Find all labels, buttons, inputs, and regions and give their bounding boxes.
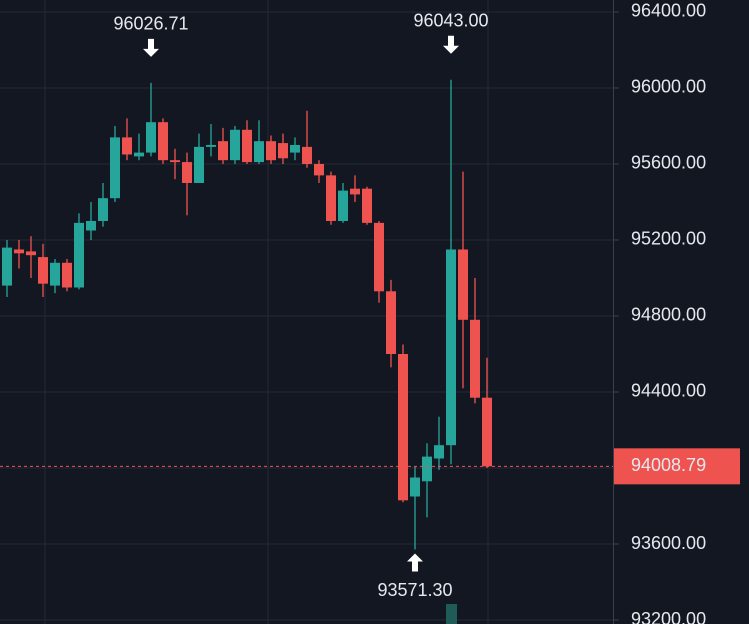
candle-body xyxy=(2,247,12,286)
candle-body xyxy=(98,198,108,221)
candle-body xyxy=(182,162,192,183)
candle-body xyxy=(410,477,420,497)
price-axis: 96400.00 96000.00 95600.00 95200.00 94800.00… xyxy=(613,1,740,624)
candle-body xyxy=(14,249,24,254)
candle-body xyxy=(230,129,240,161)
candle-body xyxy=(362,188,372,223)
annotation-label: 96026.71 xyxy=(113,14,188,34)
y-tick-label: 95600.00 xyxy=(631,153,706,173)
candle-body xyxy=(122,137,132,155)
candle-body xyxy=(74,222,84,288)
volume-bar xyxy=(446,604,457,624)
candle-body xyxy=(86,220,96,231)
candle-body xyxy=(482,397,492,467)
annotation-arrow xyxy=(407,553,423,572)
y-tick-label: 94800.00 xyxy=(631,305,706,325)
candle-body xyxy=(290,144,300,153)
candle-body xyxy=(338,190,348,221)
candle-body xyxy=(350,188,360,195)
candles: 96026.71 96043.00 93571.30 xyxy=(0,11,613,600)
y-tick-label: 96000.00 xyxy=(631,77,706,97)
annotation-label: 93571.30 xyxy=(377,580,452,600)
candle-body xyxy=(194,146,204,183)
candle-body xyxy=(134,152,144,157)
candle-body xyxy=(326,175,336,221)
y-tick-label: 93600.00 xyxy=(631,533,706,553)
candle-body xyxy=(434,445,444,459)
candle-body xyxy=(38,257,48,284)
candle-body xyxy=(242,129,252,163)
candle-body xyxy=(254,141,264,163)
y-tick-label: 96400.00 xyxy=(631,1,706,21)
candle-body xyxy=(266,141,276,161)
candle-body xyxy=(62,262,72,288)
candle-body xyxy=(458,249,468,320)
annotation-arrow xyxy=(143,38,159,57)
candle-body xyxy=(374,222,384,292)
candle-body xyxy=(470,319,480,398)
candle-body xyxy=(206,144,216,147)
candle-body xyxy=(446,249,456,446)
candle-body xyxy=(146,122,156,153)
candle-body xyxy=(158,122,168,161)
y-tick-label: 94400.00 xyxy=(631,381,706,401)
candle-body xyxy=(50,262,60,286)
annotation-label: 96043.00 xyxy=(413,11,488,31)
last-price-box xyxy=(614,448,740,485)
candle-body xyxy=(278,143,288,159)
candle-body xyxy=(26,251,36,256)
y-tick-label: 95200.00 xyxy=(631,229,706,249)
last-price-label: 94008.79 xyxy=(631,455,706,475)
candle-body xyxy=(302,146,312,164)
candle-body xyxy=(386,291,396,354)
candle-body xyxy=(398,353,408,501)
y-tick-label: 93200.00 xyxy=(631,609,706,624)
candle-body xyxy=(422,456,432,482)
candle-body xyxy=(314,163,324,176)
annotation-arrow xyxy=(443,35,459,54)
candle-body xyxy=(170,160,180,163)
candle-body xyxy=(110,137,120,199)
candle-body xyxy=(218,141,228,161)
